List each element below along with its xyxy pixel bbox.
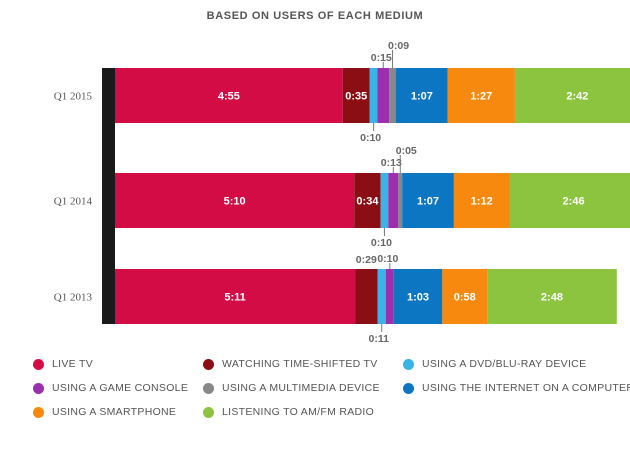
legend-label: USING A DVD/BLU-RAY DEVICE [422, 358, 587, 370]
legend-item-live-tv: LIVE TV [33, 358, 93, 370]
bar-segment [355, 269, 378, 324]
chart-title: BASED ON USERS OF EACH MEDIUM [206, 10, 424, 22]
legend-item-am-fm-radio: LISTENING TO AM/FM RADIO [203, 406, 374, 418]
legend-item-game-console: USING A GAME CONSOLE [33, 382, 188, 394]
category-label: Q1 2013 [54, 292, 93, 304]
bar-segment [385, 269, 394, 324]
bar-segment [380, 173, 389, 228]
legend-swatch [403, 382, 414, 394]
bar-segment [487, 269, 617, 324]
legend-item-dvd-bluray: USING A DVD/BLU-RAY DEVICE [403, 358, 586, 370]
data-label: 5:10 [224, 196, 246, 208]
bar-segment [342, 68, 370, 123]
legend-label: USING A SMARTPHONE [52, 406, 177, 418]
legend-swatch [203, 358, 214, 370]
bar-segment [354, 173, 381, 228]
legend-label: LIVE TV [52, 358, 94, 370]
bar-segment [369, 68, 378, 123]
legend-swatch [203, 406, 214, 418]
bar-segment [396, 68, 448, 123]
legend-label: USING A GAME CONSOLE [52, 382, 189, 394]
bar-segment [402, 173, 454, 228]
legend-label: USING A MULTIMEDIA DEVICE [222, 382, 380, 394]
category-label: Q1 2014 [54, 196, 93, 208]
bar-segment [115, 68, 343, 123]
data-label: 4:55 [218, 91, 240, 103]
data-label: 0:15 [371, 52, 392, 64]
legend-swatch [203, 382, 214, 394]
data-label: 0:11 [369, 333, 390, 345]
bar-segment [447, 68, 515, 123]
legend-label: LISTENING TO AM/FM RADIO [222, 406, 375, 418]
legend-item-multimedia-device: USING A MULTIMEDIA DEVICE [203, 382, 380, 394]
bar-segment [442, 269, 488, 324]
legend-swatch [403, 358, 414, 370]
bar-segment [389, 68, 397, 123]
bar-segment [453, 173, 510, 228]
legend-label: USING THE INTERNET ON A COMPUTER [422, 382, 630, 394]
data-label: 1:03 [407, 292, 429, 304]
data-label: 0:10 [371, 237, 392, 249]
data-label: 0:05 [396, 145, 417, 157]
data-label: 0:10 [360, 132, 381, 144]
data-label: 5:11 [224, 292, 245, 304]
legend-item-smartphone: USING A SMARTPHONE [33, 406, 176, 418]
axis-baseline [102, 68, 115, 324]
bar-segment [115, 173, 355, 228]
data-label: 0:34 [356, 196, 379, 208]
legend-swatch [33, 358, 44, 370]
bar-segment [388, 173, 399, 228]
bar-segment [514, 68, 630, 123]
stacked-bar-chart: Q1 2015 4:55 0:35 1:07 1:27 2:42 0:10 0:150:09 Q… [54, 40, 630, 345]
bar-segment [398, 173, 403, 228]
data-label: 0:35 [345, 91, 367, 103]
bar-segment [115, 269, 356, 324]
bar-segment [377, 269, 386, 324]
data-label: 0:09 [388, 40, 409, 52]
legend-swatch [33, 382, 44, 394]
data-label: 1:12 [471, 196, 493, 208]
data-label: 0:58 [454, 292, 476, 304]
bar-segment [509, 173, 630, 228]
legend-item-time-shifted-tv: WATCHING TIME-SHIFTED TV [203, 358, 378, 370]
legend-swatch [33, 406, 44, 418]
bar-segment [377, 68, 390, 123]
data-label: 2:46 [563, 196, 585, 208]
data-label: 0:29 [356, 254, 377, 266]
data-label: 0:13 [381, 157, 402, 169]
bar-segment [393, 269, 443, 324]
legend-label: WATCHING TIME-SHIFTED TV [222, 358, 378, 370]
data-label: 1:27 [470, 91, 492, 103]
data-label: 0:10 [377, 253, 398, 265]
data-label: 1:07 [417, 196, 439, 208]
data-label: 2:48 [541, 292, 563, 304]
legend-item-internet-computer: USING THE INTERNET ON A COMPUTER [403, 382, 630, 394]
data-label: 1:07 [411, 91, 433, 103]
data-label: 2:42 [566, 91, 588, 103]
category-label: Q1 2015 [54, 91, 93, 103]
